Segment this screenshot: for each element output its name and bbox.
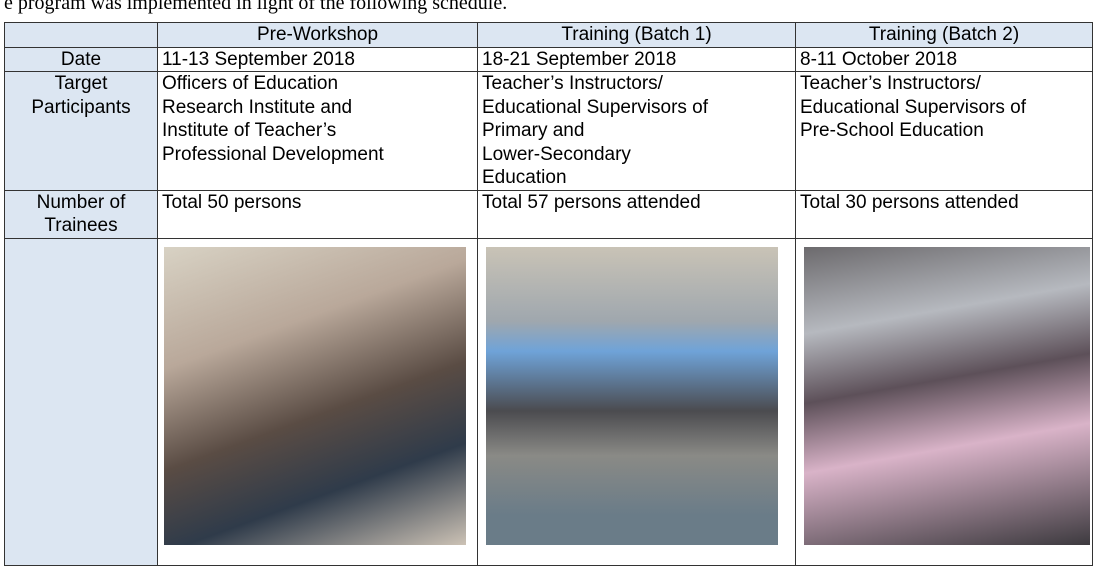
cell-line: Professional Development [162,143,384,165]
table-row: Number of Trainees Total 50 persons Total 5… [4,189,1093,239]
cell-line: Date [60,48,102,70]
header-cell [4,22,158,48]
header-cell: Training (Batch 1) [477,22,796,48]
cell-line: Teacher’s Instructors/ [800,73,981,94]
intro-text: e program was implemented in light of th… [4,0,508,14]
cell-line: Participants [31,96,131,118]
photo [164,246,466,545]
table-cell: Total 30 persons attended [795,189,1093,239]
table-cell: 11-13 September 2018 [157,46,478,72]
cell-line: Total 57 persons attended [482,191,701,213]
cell-line: Research Institute and [162,96,353,118]
table-cell: Teacher’s Instructors/Educational Superv… [477,71,796,191]
photo-row [4,237,1093,566]
table-cell: Officers of Education Research Institute … [157,71,478,191]
cell-line: Primary and [482,120,585,141]
table-cell: Teacher’s Instructors/Educational Superv… [795,71,1093,191]
cell-line: Teacher’s Instructors/ [482,73,663,94]
table-cell: Total 57 persons attended [477,189,796,239]
row-label: Target Participants [4,71,158,191]
schedule-table: Pre-Workshop Training (Batch 1) Training (… [4,22,1093,566]
cell-line: Institute of Teacher’s [162,120,337,141]
photo-cell [157,237,478,566]
cell-line: 11-13 September 2018 [162,48,355,70]
cell-line: Total 50 persons [162,191,302,213]
table-row: Target Participants Officers of Education R… [4,71,1093,191]
row-label [4,237,158,566]
header-row: Pre-Workshop Training (Batch 1) Training (… [4,22,1093,48]
cell-line: Officers of Education [162,73,339,94]
cell-line: Pre-School Education [800,120,984,141]
row-label: Date [4,46,158,72]
photo-cell [795,237,1093,566]
table-row: Date 11-13 September 2018 18-21 September … [4,46,1093,72]
cell-line: 8-11 October 2018 [800,48,958,70]
cell-line: Number of [36,191,126,213]
cell-line: Total 30 persons attended [800,191,1019,213]
header-cell: Training (Batch 2) [795,22,1093,48]
cell-line: Lower-Secondary [482,143,631,165]
photo [486,246,778,545]
cell-line: Target [54,73,108,94]
photo-cell [477,237,796,566]
header-cell: Pre-Workshop [157,22,478,48]
cell-line: 18-21 September 2018 [482,48,677,70]
table-cell: Total 50 persons [157,189,478,239]
cell-line: Education [482,167,567,188]
table-cell: 18-21 September 2018 [477,46,796,72]
photo [804,246,1090,545]
cell-line: Educational Supervisors of [482,96,709,118]
row-label: Number of Trainees [4,189,158,239]
cell-line: Educational Supervisors of [800,96,1027,118]
table-body: Pre-Workshop Training (Batch 1) Training (… [4,22,1093,566]
table-cell: 8-11 October 2018 [795,46,1093,72]
cell-line: Trainees [44,215,118,236]
